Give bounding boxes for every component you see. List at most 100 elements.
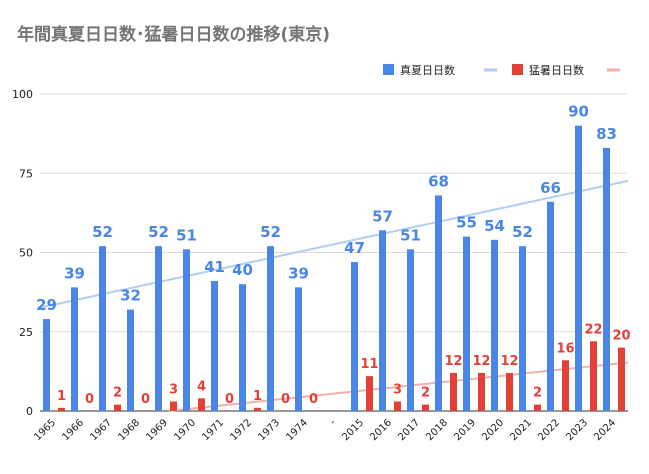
x-tick-label: 2019 bbox=[452, 417, 478, 443]
data-label-series-1: 29 bbox=[36, 296, 57, 314]
data-label-series-2: 0 bbox=[225, 392, 234, 407]
x-tick-label: 2024 bbox=[592, 417, 618, 443]
legend-label-series-1: 真夏日日数 bbox=[400, 63, 455, 77]
data-label-series-2: 22 bbox=[584, 322, 602, 337]
data-label-series-1: 54 bbox=[484, 217, 505, 235]
bar-series-1 bbox=[407, 249, 414, 411]
data-label-series-2: 0 bbox=[141, 392, 150, 407]
bar-series-2 bbox=[366, 376, 373, 411]
data-label-series-2: 20 bbox=[612, 329, 630, 344]
x-tick-label: 1970 bbox=[172, 417, 198, 443]
bar-series-2 bbox=[394, 401, 401, 411]
bar-series-2 bbox=[618, 347, 625, 411]
x-tick-label: 1972 bbox=[228, 417, 254, 443]
bar-series-2 bbox=[590, 341, 597, 411]
data-label-series-2: 3 bbox=[169, 382, 178, 397]
y-tick-label: 100 bbox=[12, 88, 33, 101]
bar-series-1 bbox=[239, 284, 246, 411]
data-label-series-2: 0 bbox=[309, 392, 318, 407]
bar-series-1 bbox=[435, 195, 442, 411]
bar-series-1 bbox=[71, 287, 78, 411]
data-label-series-2: 1 bbox=[253, 389, 262, 404]
bar-series-2 bbox=[506, 372, 513, 411]
bar-series-1 bbox=[267, 246, 274, 411]
data-label-series-1: 57 bbox=[372, 207, 393, 225]
x-tick-label: 2023 bbox=[564, 417, 590, 443]
data-label-series-1: 55 bbox=[456, 214, 477, 232]
data-label-series-1: 39 bbox=[288, 264, 309, 282]
bar-series-1 bbox=[547, 201, 554, 411]
bar-series-1 bbox=[211, 281, 218, 411]
bar-series-1 bbox=[379, 230, 386, 411]
data-label-series-2: 12 bbox=[500, 354, 518, 369]
x-tick-label: 1973 bbox=[256, 417, 282, 443]
bar-series-2 bbox=[422, 404, 429, 411]
bar-series-1 bbox=[519, 246, 526, 411]
x-tick-label: 2022 bbox=[536, 417, 562, 443]
data-label-series-1: 47 bbox=[344, 239, 365, 257]
x-tick-label: 1968 bbox=[116, 417, 142, 443]
data-label-series-1: 52 bbox=[92, 223, 113, 241]
bar-series-1 bbox=[575, 125, 582, 411]
bar-series-1 bbox=[155, 246, 162, 411]
x-tick-label: 1969 bbox=[144, 417, 170, 443]
bar-series-2 bbox=[114, 404, 121, 411]
bar-series-2 bbox=[170, 401, 177, 411]
data-label-series-1: 66 bbox=[540, 179, 561, 197]
data-label-series-1: 52 bbox=[148, 223, 169, 241]
y-tick-label: 75 bbox=[19, 167, 33, 180]
y-tick-label: 50 bbox=[19, 247, 33, 260]
trendline-series-1 bbox=[39, 179, 629, 309]
data-label-series-1: 68 bbox=[428, 172, 449, 190]
bars bbox=[43, 125, 625, 411]
bar-series-1 bbox=[491, 239, 498, 411]
x-tick-label: 1974 bbox=[284, 417, 310, 443]
bar-series-2 bbox=[198, 398, 205, 411]
x-tick-label: 1967 bbox=[88, 417, 114, 443]
data-label-series-1: 32 bbox=[120, 287, 141, 305]
data-label-series-2: 3 bbox=[393, 382, 402, 397]
data-label-series-1: 52 bbox=[512, 223, 533, 241]
data-label-series-2: 2 bbox=[533, 386, 542, 401]
data-label-series-2: 4 bbox=[197, 379, 206, 394]
bar-series-2 bbox=[58, 407, 65, 411]
data-label-series-1: 40 bbox=[232, 261, 253, 279]
data-label-series-1: 41 bbox=[204, 258, 225, 276]
data-label-series-2: 12 bbox=[472, 354, 490, 369]
bar-series-2 bbox=[562, 360, 569, 411]
bar-series-1 bbox=[351, 262, 358, 411]
bar-series-1 bbox=[295, 287, 302, 411]
x-tick-label: 1966 bbox=[60, 417, 86, 443]
x-tick-label: - bbox=[328, 417, 339, 428]
x-tick-label: 2018 bbox=[424, 417, 450, 443]
x-tick-label: 2017 bbox=[396, 417, 422, 443]
bar-series-2 bbox=[254, 407, 261, 411]
bar-series-1 bbox=[603, 147, 610, 411]
x-tick-label: 2020 bbox=[480, 417, 506, 443]
data-label-series-2: 1 bbox=[57, 389, 66, 404]
data-label-series-1: 52 bbox=[260, 223, 281, 241]
bar-series-1 bbox=[183, 249, 190, 411]
bar-series-2 bbox=[534, 404, 541, 411]
gridlines bbox=[40, 93, 628, 412]
data-label-series-2: 16 bbox=[556, 341, 574, 356]
y-tick-label: 25 bbox=[19, 326, 33, 339]
bar-series-1 bbox=[99, 246, 106, 411]
legend-swatch-series-1 bbox=[383, 64, 394, 75]
data-label-series-1: 83 bbox=[596, 125, 617, 143]
data-label-series-1: 39 bbox=[64, 264, 85, 282]
x-tick-label: 2016 bbox=[368, 417, 394, 443]
bar-series-2 bbox=[478, 372, 485, 411]
data-label-series-2: 0 bbox=[85, 392, 94, 407]
x-tick-label: 1971 bbox=[200, 417, 226, 443]
legend: 真夏日日数 猛暑日日数 bbox=[383, 63, 620, 77]
legend-swatch-series-2 bbox=[512, 64, 523, 75]
data-label-series-2: 2 bbox=[113, 386, 122, 401]
x-tick-label: 2021 bbox=[508, 417, 534, 443]
data-label-series-1: 51 bbox=[400, 226, 421, 244]
data-label-series-2: 0 bbox=[281, 392, 290, 407]
bar-series-1 bbox=[463, 236, 470, 411]
x-tick-label: 1965 bbox=[32, 417, 58, 443]
